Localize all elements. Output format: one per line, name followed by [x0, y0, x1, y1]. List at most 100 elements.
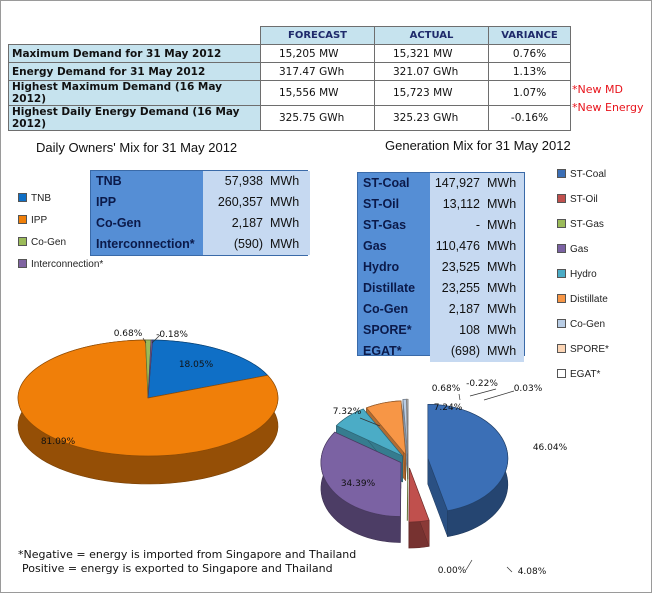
owners-energy-box: TNB 57,938 MWh IPP 260,357 MWh Co-Gen 2,187 MW…: [90, 170, 310, 256]
list-item: ST-Gas - MWh: [358, 215, 524, 236]
header-actual: ACTUAL: [374, 26, 489, 45]
gen-label: ST-Oil: [363, 197, 400, 211]
owner-unit: MWh: [267, 213, 310, 234]
owner-unit: MWh: [267, 171, 310, 192]
legend-item-st-oil: ST-Oil: [557, 193, 609, 218]
generation-mix-pie: 46.04% 4.08% 0.00% 34.39% 7.32% 7.24% 0.68% 0.0…: [320, 379, 568, 577]
legend-swatch: [557, 343, 566, 353]
legend-swatch: [557, 168, 566, 178]
legend-swatch: [557, 293, 566, 303]
owner-label: Co-Gen: [96, 216, 142, 230]
gen-value: -: [430, 215, 484, 236]
leader-line-co-gen: [458, 393, 461, 401]
row-label: Highest Maximum Demand (16 May 2012): [8, 80, 261, 106]
gen-label: Hydro: [363, 260, 400, 274]
generation-mix-title: Generation Mix for 31 May 2012: [385, 138, 571, 153]
gen-value: 108: [430, 320, 484, 341]
legend-label: SPORE*: [570, 344, 609, 355]
gen-unit: MWh: [484, 341, 524, 362]
owners-legend: TNB IPP Co-Gen Interconnection*: [18, 192, 103, 280]
legend-label: Gas: [570, 244, 589, 255]
legend-item-spore: SPORE*: [557, 343, 609, 368]
leader-line-st-gas: [465, 559, 473, 571]
gen-unit: MWh: [484, 278, 524, 299]
generation-legend: ST-Coal ST-Oil ST-Gas Gas Hydro Distilla…: [557, 168, 609, 393]
owner-value: 260,357: [203, 192, 267, 213]
data-label-ipp: 81.09%: [41, 437, 76, 447]
legend-label: Co-Gen: [31, 237, 67, 248]
data-label-interconnection: -0.18%: [156, 330, 188, 340]
slice-st-gas: [406, 466, 409, 521]
data-label-st-coal: 46.04%: [533, 443, 568, 453]
owners-mix-pie: 18.05% 81.09% 0.68% -0.18%: [17, 329, 279, 485]
legend-label: Hydro: [570, 269, 597, 280]
leader-line-interconnection: [151, 334, 161, 344]
legend-item-gas: Gas: [557, 243, 609, 268]
owner-label: Interconnection*: [96, 237, 195, 251]
demand-summary-table: FORECAST ACTUAL VARIANCE Maximum Demand …: [8, 26, 571, 131]
slice-st-coal: [427, 403, 509, 512]
legend-swatch: [557, 193, 566, 203]
slice-distillate: [365, 400, 407, 456]
owner-label: IPP: [96, 195, 117, 209]
slice-egat: [406, 398, 409, 454]
leader-line-st-oil: [506, 566, 513, 573]
list-item: ST-Oil 13,112 MWh: [358, 194, 524, 215]
row-label: Highest Daily Energy Demand (16 May 2012…: [8, 105, 261, 131]
list-item: Gas 110,476 MWh: [358, 236, 524, 257]
legend-swatch: [18, 214, 27, 224]
slice-st-oil: [408, 467, 430, 523]
legend-label: ST-Coal: [570, 169, 607, 180]
forecast-cell: 15,205 MW: [260, 44, 375, 63]
slice-tnb: [147, 339, 269, 399]
legend-item-distillate: Distillate: [557, 293, 609, 318]
gen-unit: MWh: [484, 194, 524, 215]
list-item: Distillate 23,255 MWh: [358, 278, 524, 299]
actual-cell: 325.23 GWh: [374, 105, 489, 131]
legend-item-hydro: Hydro: [557, 268, 609, 293]
legend-item-st-coal: ST-Coal: [557, 168, 609, 193]
legend-item-ipp: IPP: [18, 214, 103, 236]
gen-label: EGAT*: [363, 344, 402, 358]
legend-label: Distillate: [570, 294, 608, 305]
list-item: Co-Gen 2,187 MWh: [358, 299, 524, 320]
legend-label: EGAT*: [570, 369, 601, 380]
forecast-cell: 317.47 GWh: [260, 62, 375, 81]
owner-value: (590): [203, 234, 267, 255]
gen-unit: MWh: [484, 257, 524, 278]
legend-label: Co-Gen: [570, 319, 606, 330]
list-item: EGAT* (698) MWh: [358, 341, 524, 362]
actual-cell: 15,723 MW: [374, 80, 489, 106]
list-item: TNB 57,938 MWh: [91, 171, 310, 192]
gen-unit: MWh: [484, 236, 524, 257]
legend-label: Interconnection*: [31, 259, 104, 270]
gen-value: 147,927: [430, 173, 484, 194]
data-label-st-oil: 4.08%: [518, 567, 547, 577]
gen-unit: MWh: [484, 215, 524, 236]
owner-label: TNB: [96, 174, 122, 188]
gen-label: Gas: [363, 239, 387, 253]
data-label-co-gen: 0.68%: [114, 329, 143, 339]
leader-line-co-gen: [142, 337, 147, 344]
data-label-distillate: 7.24%: [434, 403, 463, 413]
header-variance: VARIANCE: [488, 26, 571, 45]
row-label: Maximum Demand for 31 May 2012: [8, 44, 261, 63]
gen-label: Distillate: [363, 281, 416, 295]
legend-item-interconnection: Interconnection*: [18, 258, 103, 280]
data-label-spore: 0.03%: [514, 384, 543, 394]
owner-unit: MWh: [267, 234, 310, 255]
legend-swatch: [557, 218, 566, 228]
legend-item-cogen: Co-Gen: [18, 236, 103, 258]
list-item: SPORE* 108 MWh: [358, 320, 524, 341]
footnote: *Negative = energy is imported from Sing…: [18, 548, 356, 576]
legend-swatch: [557, 368, 566, 378]
legend-item-cogen: Co-Gen: [557, 318, 609, 343]
gen-value: 23,255: [430, 278, 484, 299]
new-md-note: *New MD: [572, 83, 623, 96]
slice-gas: [320, 431, 402, 517]
slice-interconnection: [147, 339, 153, 399]
legend-swatch: [18, 192, 27, 202]
data-label-st-gas: 0.00%: [438, 566, 467, 576]
footnote-line-1: *Negative = energy is imported from Sing…: [18, 548, 357, 561]
